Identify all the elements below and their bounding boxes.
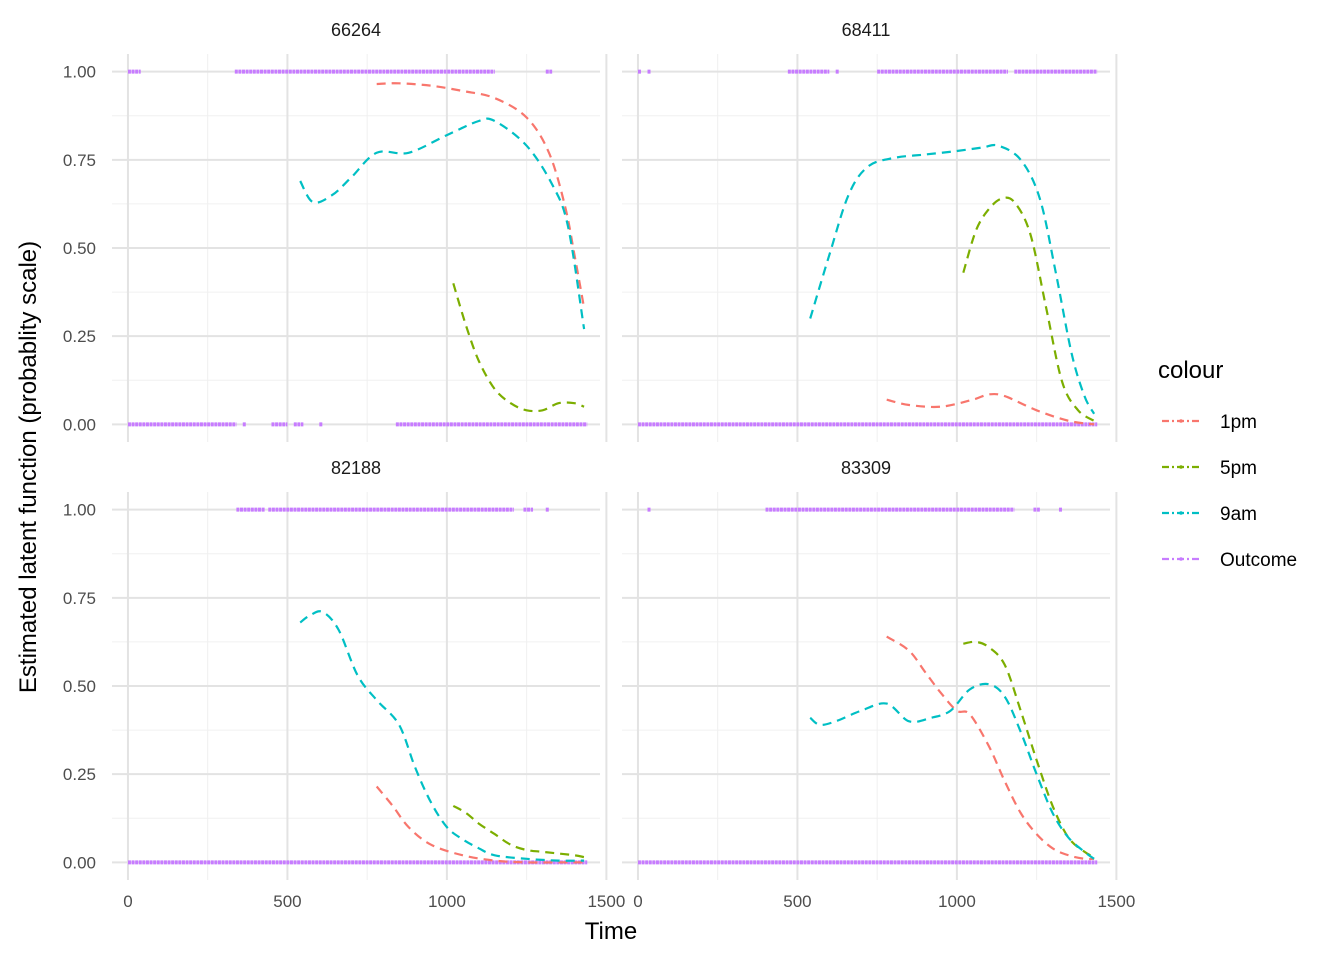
series-line-5pm	[452, 282, 585, 413]
legend-title: colour	[1158, 357, 1223, 384]
series-line-1pm	[886, 392, 1095, 426]
x-tick-label: 0	[633, 892, 642, 911]
x-tick-label: 1500	[1097, 892, 1135, 911]
legend-label: 9am	[1220, 504, 1257, 525]
legend-key-point	[1179, 419, 1183, 423]
y-tick-label: 0.50	[63, 677, 96, 696]
series-line-1pm	[886, 635, 1095, 861]
x-tick-label: 0	[123, 892, 132, 911]
series-line-9am	[809, 143, 1096, 415]
y-tick-label: 0.75	[63, 589, 96, 608]
panel-68411: 68411	[622, 20, 1118, 442]
series-line-1pm	[376, 82, 586, 309]
y-axis-title: Estimated latent function (probablity sc…	[15, 241, 42, 693]
legend-key-point	[1179, 511, 1183, 515]
series-line-9am	[299, 117, 586, 330]
panel-66264: 66264 0.00 0.25 0.50 0.75 1.00	[63, 20, 608, 442]
series-line-5pm	[452, 804, 585, 859]
legend-label: Outcome	[1220, 550, 1297, 571]
legend-label: 5pm	[1220, 458, 1257, 479]
panel-title: 83309	[841, 458, 891, 478]
y-tick-label: 0.00	[63, 415, 96, 434]
panel-title: 66264	[331, 20, 381, 40]
series-line-1pm	[375, 785, 585, 864]
y-tick-label: 0.00	[63, 853, 96, 872]
series-line-9am	[809, 682, 1095, 860]
series-line-5pm	[962, 196, 1095, 422]
y-tick-label: 1.00	[63, 63, 96, 82]
legend-entry-1pm: 1pm	[1162, 412, 1257, 433]
x-tick-label: 500	[273, 892, 301, 911]
x-tick-label: 1000	[428, 892, 466, 911]
series-line-9am	[299, 610, 585, 862]
x-tick-label: 1500	[587, 892, 625, 911]
legend-entry-9am: 9am	[1162, 504, 1257, 525]
legend-label: 1pm	[1220, 412, 1257, 433]
legend-key-point	[1179, 557, 1183, 561]
y-tick-label: 0.25	[63, 327, 96, 346]
y-tick-label: 1.00	[63, 501, 96, 520]
x-tick-label: 1000	[938, 892, 976, 911]
y-tick-label: 0.50	[63, 239, 96, 258]
y-tick-label: 0.25	[63, 765, 96, 784]
legend-entry-outcome: Outcome	[1162, 550, 1297, 571]
y-tick-label: 0.75	[63, 151, 96, 170]
legend-entry-5pm: 5pm	[1162, 458, 1257, 479]
x-axis-title: Time	[585, 918, 637, 945]
legend-key-point	[1179, 465, 1183, 469]
panel-83309: 83309 0 500 1000 1500	[622, 458, 1135, 911]
panel-82188: 82188 0.00 0.25 0.50 0.75 1.00 0 500 1000 1500	[63, 458, 625, 911]
facet-panels: 66264 0.00 0.25 0.50 0.75 1.00 68411 82188 0.00 0…	[63, 20, 1135, 911]
legend: colour 1pm 5pm 9am Outcome	[1158, 357, 1297, 571]
x-tick-label: 500	[783, 892, 811, 911]
panel-title: 68411	[842, 20, 891, 40]
panel-title: 82188	[331, 458, 381, 478]
